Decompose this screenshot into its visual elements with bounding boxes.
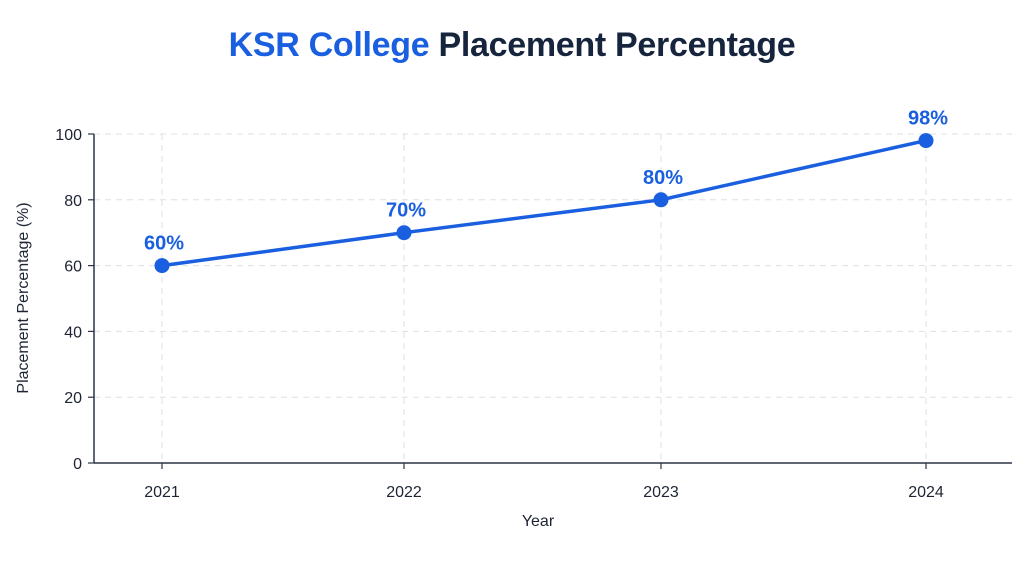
x-tick-label: 2024	[908, 484, 944, 501]
data-label: 80%	[643, 167, 683, 189]
data-label: 98%	[908, 108, 948, 130]
data-labels: 60% 70% 80% 98%	[144, 108, 948, 255]
series-line	[160, 138, 928, 268]
series-line-group	[160, 138, 928, 268]
y-tick-label: 100	[55, 127, 82, 144]
data-point	[154, 258, 170, 274]
data-point	[396, 225, 412, 241]
y-tick-label: 80	[64, 193, 82, 210]
y-tick-label: 40	[64, 324, 82, 341]
x-tick-label: 2023	[643, 484, 679, 501]
chart-title: KSR College Placement Percentage	[0, 26, 1024, 65]
gridlines	[94, 133, 1012, 463]
data-points	[154, 133, 934, 274]
x-tick-label: 2022	[386, 484, 422, 501]
axes	[88, 133, 1012, 469]
y-axis-title: Placement Percentage (%)	[15, 202, 32, 393]
y-tick-label: 0	[73, 456, 82, 473]
x-axis-title: Year	[522, 513, 555, 530]
chart-title-rest: Placement Percentage	[438, 26, 796, 64]
y-tick-label: 60	[64, 259, 82, 276]
tick-labels: 0 20 40 60 80 100 2021 2022 2023 2024	[55, 127, 944, 501]
x-tick-label: 2021	[144, 484, 180, 501]
data-point	[653, 192, 669, 208]
chart-title-brand: KSR College	[228, 26, 430, 64]
data-label: 70%	[386, 200, 426, 222]
data-point	[918, 133, 934, 149]
y-tick-label: 20	[64, 390, 82, 407]
data-label: 60%	[144, 233, 184, 255]
